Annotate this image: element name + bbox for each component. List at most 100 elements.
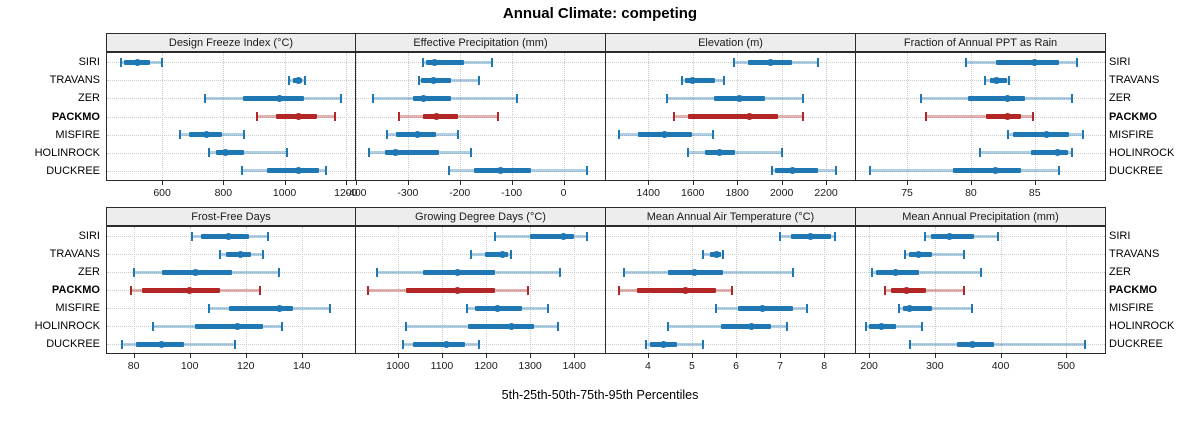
range-25th-75th xyxy=(636,287,717,293)
range-25th-75th xyxy=(774,168,819,174)
gridline-horizontal xyxy=(107,80,355,82)
whisker-cap-95th xyxy=(243,130,246,140)
x-tick xyxy=(345,181,347,185)
x-tick xyxy=(907,181,909,185)
x-tick-label: 80 xyxy=(127,360,140,372)
x-tick xyxy=(511,181,513,185)
median-dot xyxy=(225,232,233,240)
whisker-cap-5th xyxy=(376,267,379,277)
x-tick xyxy=(133,354,135,358)
median-dot xyxy=(689,76,697,84)
median-dot xyxy=(758,304,766,312)
whisker-cap-95th xyxy=(805,303,808,313)
whisker-cap-95th xyxy=(556,321,559,331)
median-dot xyxy=(430,58,438,66)
range-25th-75th xyxy=(200,233,249,239)
x-tick xyxy=(692,181,694,185)
whisker-cap-95th xyxy=(324,166,327,176)
whisker-cap-5th xyxy=(219,249,222,259)
whisker-cap-95th xyxy=(785,321,788,331)
whisker-cap-95th xyxy=(701,339,704,349)
whisker-cap-5th xyxy=(208,148,211,158)
range-25th-75th xyxy=(484,251,509,257)
gridline-horizontal xyxy=(107,116,355,118)
median-dot xyxy=(878,322,886,330)
median-dot xyxy=(661,131,669,139)
whisker-cap-95th xyxy=(1058,166,1061,176)
whisker-cap-5th xyxy=(672,112,675,121)
median-dot xyxy=(712,250,720,258)
site-label-left-holinrock: HOLINROCK xyxy=(34,320,100,332)
x-tick-label: 2000 xyxy=(769,187,794,199)
gridline-horizontal xyxy=(356,80,605,82)
site-label-right-travans: TRAVANS xyxy=(1109,248,1160,260)
median-dot xyxy=(747,322,755,330)
gridline-horizontal xyxy=(107,134,355,136)
median-dot xyxy=(946,232,954,240)
x-tick-label: 6 xyxy=(733,360,739,372)
whisker-cap-5th xyxy=(864,321,867,331)
x-tick-label: 85 xyxy=(1028,187,1041,199)
site-label-right-holinrock: HOLINROCK xyxy=(1109,320,1175,332)
whisker-cap-95th xyxy=(477,339,480,349)
whisker-cap-5th xyxy=(129,285,132,295)
median-dot xyxy=(767,58,775,66)
whisker-cap-95th xyxy=(586,231,589,241)
x-tick-label: 1300 xyxy=(518,360,542,372)
whisker-cap-5th xyxy=(179,130,182,140)
x-tick-label: 200 xyxy=(860,360,878,372)
whisker-cap-95th xyxy=(478,75,481,85)
whisker-cap-95th xyxy=(1070,93,1073,103)
whisker-cap-5th xyxy=(666,321,669,331)
whisker-cap-5th xyxy=(469,249,472,259)
strip-label-effective-precipitation-mm: Effective Precipitation (mm) xyxy=(413,36,548,49)
whisker-cap-95th xyxy=(996,231,999,241)
range-25th-75th xyxy=(902,305,932,311)
x-tick xyxy=(648,181,650,185)
whisker-cap-5th xyxy=(372,93,375,103)
median-dot xyxy=(690,268,698,276)
x-tick xyxy=(736,354,737,358)
x-tick xyxy=(780,354,782,358)
whisker-cap-95th xyxy=(921,321,924,331)
whisker-cap-95th xyxy=(340,93,343,103)
panel-design-freeze-index-c xyxy=(106,52,356,181)
gridline-horizontal xyxy=(856,236,1105,237)
whisker-cap-5th xyxy=(904,249,907,259)
whisker-cap-95th xyxy=(509,249,512,259)
whisker-cap-5th xyxy=(925,112,928,121)
whisker-cap-95th xyxy=(970,303,973,313)
whisker-cap-95th xyxy=(470,148,473,158)
whisker-cap-5th xyxy=(120,57,123,67)
site-label-left-zer: ZER xyxy=(78,266,100,278)
median-dot xyxy=(891,268,899,276)
whisker-cap-5th xyxy=(386,130,389,140)
gridline-horizontal xyxy=(107,98,355,100)
range-25th-75th xyxy=(412,341,465,347)
x-tick xyxy=(284,181,286,185)
median-dot xyxy=(745,113,753,120)
site-label-right-siri: SIRI xyxy=(1109,56,1131,69)
whisker-cap-5th xyxy=(701,249,704,259)
site-label-left-packmo: PACKMO xyxy=(51,284,100,296)
whisker-cap-95th xyxy=(281,321,284,331)
median-dot xyxy=(1004,113,1012,120)
whisker-cap-5th xyxy=(732,57,735,67)
x-tick xyxy=(245,354,247,358)
site-label-right-travans: TRAVANS xyxy=(1109,74,1160,87)
whisker-cap-95th xyxy=(780,148,783,158)
x-tick-label: 1400 xyxy=(636,187,660,199)
x-tick xyxy=(189,354,191,358)
whisker-cap-5th xyxy=(622,267,625,277)
range-25th-75th xyxy=(267,168,319,174)
whisker-cap-5th xyxy=(666,93,669,103)
median-dot xyxy=(233,322,241,330)
whisker-cap-95th xyxy=(980,267,983,277)
median-dot xyxy=(275,304,283,312)
range-5th-95th xyxy=(871,270,982,274)
median-dot xyxy=(453,268,461,276)
x-tick xyxy=(970,181,972,185)
x-tick xyxy=(574,354,576,358)
x-tick xyxy=(737,181,739,185)
whisker-cap-95th xyxy=(285,148,288,158)
